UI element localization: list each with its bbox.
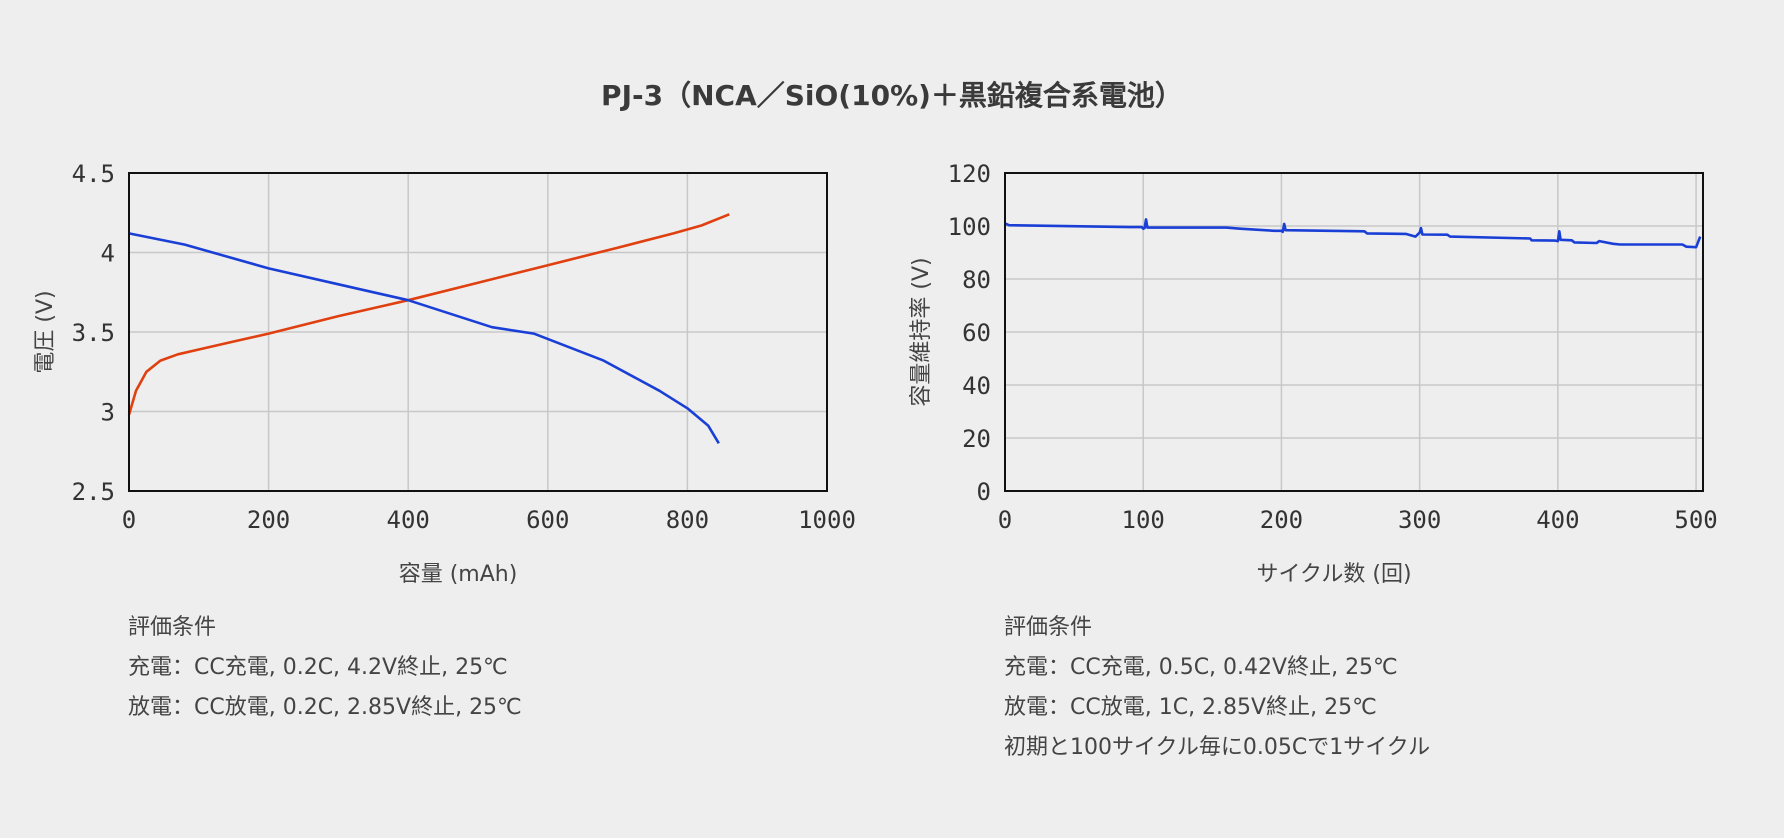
x-tick-label: 0 xyxy=(998,506,1012,534)
x-tick-label: 200 xyxy=(1260,506,1303,534)
series-line-1 xyxy=(127,213,730,416)
x-tick-label: 300 xyxy=(1398,506,1441,534)
conditions-left: 評価条件 充電：CC充電, 0.2C, 4.2V終止, 25℃ 放電：CC放電,… xyxy=(128,608,522,728)
y-axis-title: 容量維持率 (V) xyxy=(909,257,934,406)
x-axis-title: 容量 (mAh) xyxy=(399,562,518,587)
y-tick-label: 40 xyxy=(962,372,991,400)
y-tick-label: 3 xyxy=(101,399,115,427)
x-tick-label: 0 xyxy=(122,506,136,534)
y-tick-label: 4.5 xyxy=(72,160,115,188)
x-tick-label: 400 xyxy=(387,506,430,534)
series-line-1 xyxy=(1004,218,1702,249)
plot-frame xyxy=(128,172,828,492)
voltage-capacity-chart: 0 200 400 600 800 1000 4.5 4 3.5 3 2.5 容量 (mAh) 電圧 (… xyxy=(33,160,856,587)
conditions-right-heading: 評価条件 xyxy=(1004,615,1093,640)
chart-title: PJ-3（NCA／SiO(10%)＋黒鉛複合系電池） xyxy=(601,79,1183,112)
conditions-right-note: 初期と100サイクル毎に0.05Cで1サイクル xyxy=(1004,735,1431,760)
y-tick-label: 20 xyxy=(962,425,991,453)
x-tick-label: 800 xyxy=(666,506,709,534)
y-tick-label: 60 xyxy=(962,319,991,347)
y-tick-label: 0 xyxy=(977,478,991,506)
y-tick-label: 100 xyxy=(948,213,991,241)
series-line-2 xyxy=(128,232,720,444)
y-axis-title: 電圧 (V) xyxy=(33,290,58,373)
plot-frame xyxy=(1004,172,1704,492)
y-tick-label: 2.5 xyxy=(72,478,115,506)
conditions-right-discharge: 放電：CC放電, 1C, 2.85V終止, 25℃ xyxy=(1004,695,1377,720)
x-tick-label: 500 xyxy=(1674,506,1717,534)
x-tick-label: 600 xyxy=(526,506,569,534)
x-tick-label: 400 xyxy=(1536,506,1579,534)
conditions-right: 評価条件 充電：CC充電, 0.5C, 0.42V終止, 25℃ 放電：CC放電… xyxy=(1004,608,1430,768)
x-axis-title: サイクル数 (回) xyxy=(1256,562,1411,587)
x-tick-label: 1000 xyxy=(798,506,856,534)
x-tick-label: 200 xyxy=(247,506,290,534)
y-tick-label: 80 xyxy=(962,266,991,294)
conditions-left-heading: 評価条件 xyxy=(128,615,217,640)
y-tick-label: 4 xyxy=(101,240,115,268)
conditions-right-charge: 充電：CC充電, 0.5C, 0.42V終止, 25℃ xyxy=(1004,655,1398,680)
y-tick-label: 3.5 xyxy=(72,319,115,347)
conditions-left-discharge: 放電：CC放電, 0.2C, 2.85V終止, 25℃ xyxy=(128,695,522,720)
x-tick-label: 100 xyxy=(1122,506,1165,534)
conditions-left-charge: 充電：CC充電, 0.2C, 4.2V終止, 25℃ xyxy=(128,655,508,680)
y-tick-label: 120 xyxy=(948,160,991,188)
